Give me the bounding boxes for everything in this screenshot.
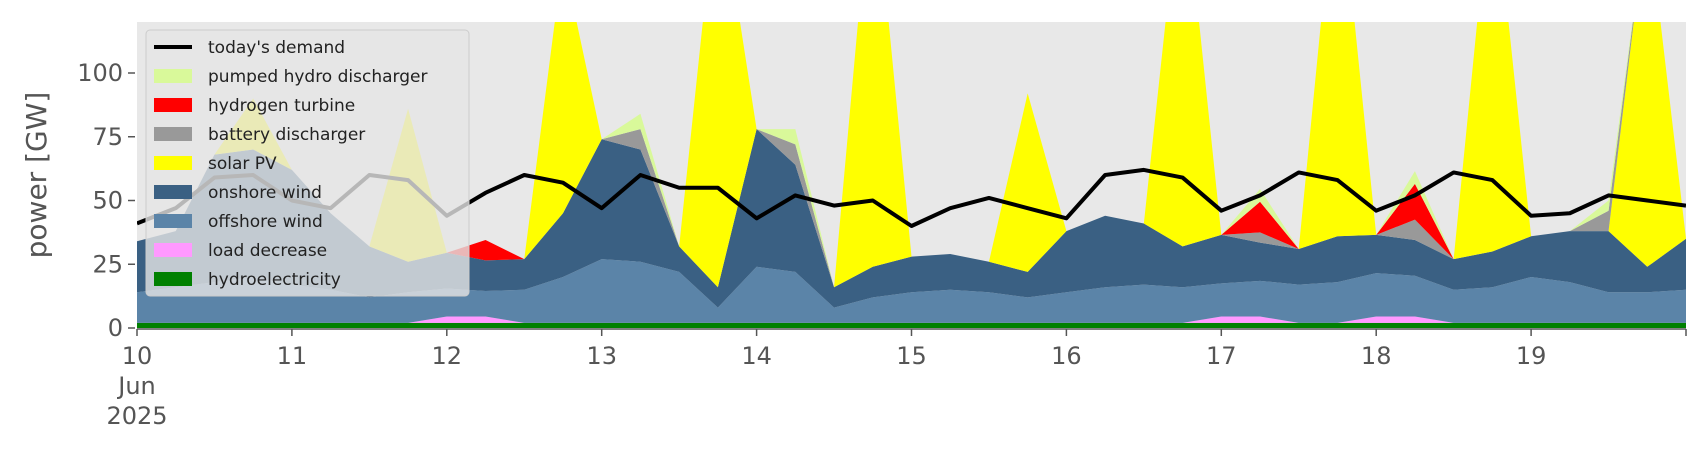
- area-hydroelectricity: [137, 322, 1686, 328]
- x-tick-label: 11: [277, 342, 308, 370]
- legend-swatch-offshore-wind: [154, 214, 192, 228]
- legend: today's demand pumped hydro discharger hyd…: [145, 29, 470, 297]
- legend-label-offshore-wind: offshore wind: [208, 212, 323, 232]
- area-offshore-wind: [137, 259, 1686, 323]
- area-onshore-wind: [137, 129, 1686, 308]
- legend-label-pumped-hydro-discharger: pumped hydro discharger: [208, 67, 427, 87]
- x-tick-month: Jun: [116, 372, 156, 400]
- x-tick-label: 15: [896, 342, 927, 370]
- x-tick-label: 12: [432, 342, 463, 370]
- x-tick-year: 2025: [106, 402, 167, 430]
- legend-swatch-pumped-hydro-discharger: [154, 69, 192, 83]
- legend-label-load-decrease: load decrease: [208, 241, 327, 261]
- legend-label-today-s-demand: today's demand: [208, 38, 345, 58]
- legend-label-battery-discharger: battery discharger: [208, 125, 365, 145]
- legend-swatch-onshore-wind: [154, 185, 192, 199]
- area-load-decrease: [137, 316, 1686, 323]
- legend-swatch-hydroelectricity: [154, 272, 192, 286]
- y-axis-title: power [GW]: [20, 92, 53, 259]
- x-tick-label: 18: [1361, 342, 1392, 370]
- x-tick-label: 16: [1051, 342, 1082, 370]
- x-tick-label: 17: [1206, 342, 1237, 370]
- stacked-areas: [137, 22, 1686, 328]
- y-tick-label: 0: [108, 314, 123, 342]
- legend-box: [145, 29, 470, 297]
- y-axis: 0 25 50 75 100: [77, 59, 135, 342]
- legend-label-onshore-wind: onshore wind: [208, 183, 322, 203]
- x-tick-label: 13: [586, 342, 617, 370]
- legend-swatch-load-decrease: [154, 243, 192, 257]
- y-tick-label: 100: [77, 59, 123, 87]
- x-tick-label: 19: [1516, 342, 1547, 370]
- legend-label-hydroelectricity: hydroelectricity: [208, 270, 341, 290]
- legend-swatch-battery-discharger: [154, 127, 192, 141]
- legend-swatch-hydrogen-turbine: [154, 98, 192, 112]
- y-tick-label: 75: [92, 123, 123, 151]
- legend-swatch-solar-pv: [154, 156, 192, 170]
- y-tick-label: 50: [92, 187, 123, 215]
- legend-label-hydrogen-turbine: hydrogen turbine: [208, 96, 355, 116]
- legend-label-solar-pv: solar PV: [208, 154, 277, 174]
- x-tick-label: 14: [741, 342, 772, 370]
- x-tick-label: 10: [122, 342, 153, 370]
- y-tick-label: 25: [92, 250, 123, 278]
